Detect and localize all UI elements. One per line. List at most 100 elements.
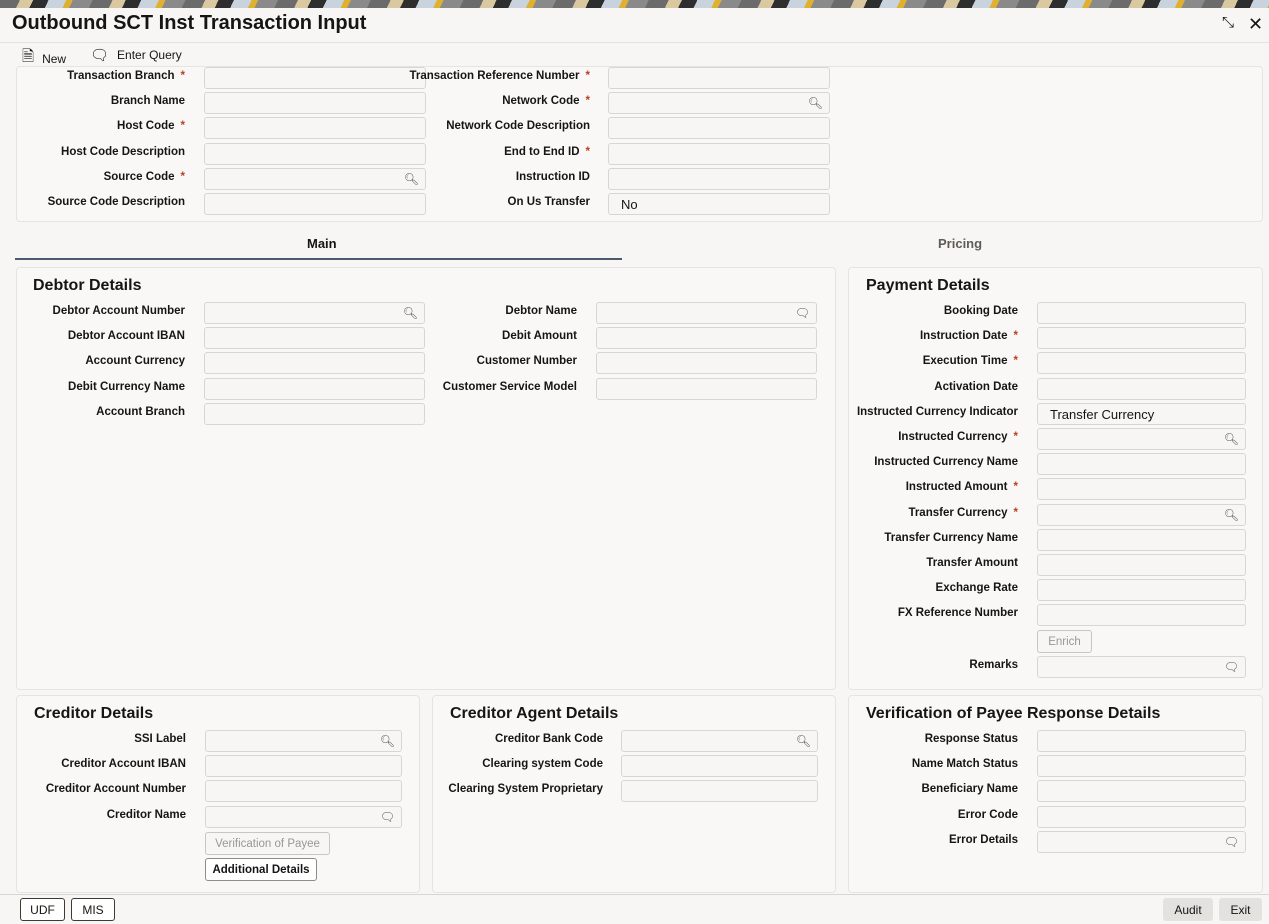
error-details-input[interactable]: 🗨 [1037,830,1246,853]
payment-details-title: Payment Details [866,277,990,294]
source-code-label: Source Code * [0,171,185,184]
search-icon[interactable]: 🔍︎ [379,734,395,748]
close-icon[interactable]: ✕ [1248,14,1264,34]
debtor-account-number-input[interactable]: 🔍︎ [204,302,425,324]
creditor-bank-code-input[interactable]: 🔍︎ [621,730,818,752]
beneficiary-name-input[interactable] [1037,780,1246,803]
label-text: Instruction ID [515,170,590,183]
additional-details-button[interactable]: Additional Details [205,858,317,881]
instruction-id-label: Instruction ID [390,171,590,184]
activation-date-input[interactable] [1037,377,1246,400]
collapse-icon[interactable]: ⤡ [1222,14,1235,31]
search-icon[interactable]: 🔍︎ [1223,432,1239,446]
ssi-label-label: SSI Label [0,733,186,746]
search-icon[interactable]: 🔍︎ [1223,507,1239,522]
search-icon[interactable]: 🔍︎ [403,171,419,186]
host-code-description-input[interactable] [204,142,426,165]
booking-date-input[interactable] [1037,302,1246,324]
account-currency-input[interactable] [204,352,425,375]
fx-reference-number-input[interactable] [1037,604,1246,627]
new-button[interactable]: 🗎 New [22,46,66,71]
creditor-account-iban-input[interactable] [205,755,402,778]
transaction-branch-input[interactable] [204,67,426,89]
on-us-transfer-input[interactable]: No [608,193,830,215]
creditor-account-iban-label: Creditor Account IBAN [0,758,186,771]
debit-amount-input[interactable] [596,327,817,350]
transfer-currency-name-input[interactable] [1037,528,1246,551]
activation-date-label: Activation Date [818,381,1018,394]
transaction-reference-number-label: Transaction Reference Number * [390,70,591,83]
mis-button[interactable]: MIS [71,898,115,921]
exit-button[interactable]: Exit [1219,898,1262,921]
instructed-currency-name-input[interactable] [1037,453,1246,476]
host-code-input[interactable] [204,117,426,140]
required-indicator: * [585,70,590,82]
remarks-input[interactable]: 🗨 [1037,656,1246,678]
instructed-amount-input[interactable] [1037,478,1246,501]
label-text: Transaction Reference Number [409,70,580,82]
label-text: Network Code Description [446,120,590,133]
page-title: Outbound SCT Inst Transaction Input [12,12,367,34]
debtor-account-number-label: Debtor Account Number [0,305,185,318]
ssi-label-input[interactable]: 🔍︎ [205,730,402,752]
label-text: Clearing system Code [482,758,603,771]
clearing-system-code-input[interactable] [621,755,818,778]
instruction-id-input[interactable] [608,167,830,190]
remarks-label: Remarks [818,659,1018,672]
debit-amount-label: Debit Amount [377,330,577,343]
transaction-reference-number-input[interactable] [608,67,830,89]
debtor-account-iban-input[interactable] [204,327,425,350]
tab-main[interactable]: Main [307,236,337,251]
enrich-button[interactable]: Enrich [1037,630,1092,653]
instruction-date-input[interactable] [1037,327,1246,350]
comment-icon[interactable]: 🗨 [1223,660,1239,674]
transfer-amount-input[interactable] [1037,554,1246,576]
label-text: On Us Transfer [507,196,590,208]
enter-query-button[interactable]: 🗨 Enter Query [90,46,182,64]
instructed-currency-input[interactable]: 🔍︎ [1037,428,1246,450]
required-indicator: * [180,170,185,183]
branch-name-input[interactable] [204,92,426,115]
label-text: Error Code [957,808,1018,821]
tab-pricing[interactable]: Pricing [938,236,983,251]
search-icon[interactable]: 🔍︎ [807,96,823,111]
debit-currency-name-input[interactable] [204,377,425,400]
end-to-end-id-label: End to End ID * [390,146,590,159]
label-text: Instructed Currency [898,431,1008,443]
audit-button[interactable]: Audit [1163,898,1213,921]
network-code-input[interactable]: 🔍︎ [608,92,830,115]
name-match-status-input[interactable] [1037,755,1246,778]
creditor-account-number-input[interactable] [205,780,402,803]
verification-of-payee-button[interactable]: Verification of Payee [205,832,330,855]
transfer-currency-input[interactable]: 🔍︎ [1037,503,1246,526]
search-icon[interactable]: 🔍︎ [795,734,811,748]
comment-icon[interactable]: 🗨 [1223,834,1239,849]
comment-icon[interactable]: 🗨 [794,306,810,320]
customer-service-model-input[interactable] [596,377,817,400]
end-to-end-id-input[interactable] [608,142,830,165]
required-indicator: * [1013,506,1018,519]
debtor-details-title: Debtor Details [33,277,142,294]
search-icon[interactable]: 🔍︎ [402,306,418,320]
response-status-label: Response Status [818,733,1018,746]
label-text: Execution Time [922,355,1008,368]
account-branch-input[interactable] [204,402,425,425]
clearing-system-proprietary-input[interactable] [621,780,818,803]
error-code-input[interactable] [1037,805,1246,828]
transfer-amount-label: Transfer Amount [818,557,1018,570]
host-code-label: Host Code * [0,120,185,133]
exchange-rate-input[interactable] [1037,579,1246,602]
creditor-name-input[interactable]: 🗨 [205,805,402,828]
debtor-name-input[interactable]: 🗨 [596,302,817,324]
udf-button[interactable]: UDF [20,898,65,921]
customer-number-input[interactable] [596,352,817,375]
execution-time-input[interactable] [1037,352,1246,375]
comment-icon[interactable]: 🗨 [379,809,395,824]
instructed-currency-indicator-input[interactable]: Transfer Currency [1037,402,1246,425]
source-code-input[interactable]: 🔍︎ [204,167,426,190]
label-text: Creditor Bank Code [495,733,603,745]
instructed-amount-label: Instructed Amount * [818,481,1018,494]
response-status-input[interactable] [1037,730,1246,752]
network-code-description-input[interactable] [608,117,830,140]
source-code-description-input[interactable] [204,193,426,215]
